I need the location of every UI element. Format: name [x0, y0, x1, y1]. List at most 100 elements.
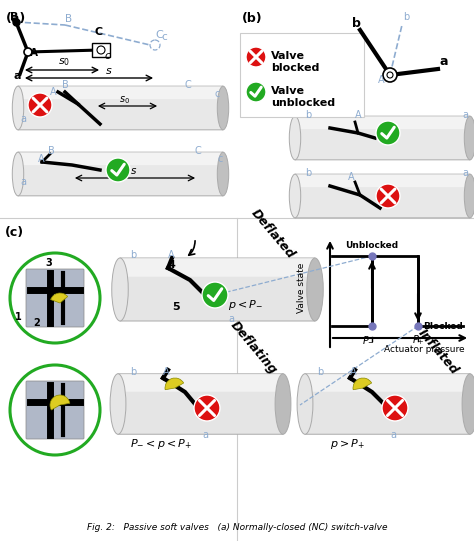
- FancyBboxPatch shape: [18, 86, 223, 130]
- Text: B: B: [48, 146, 55, 156]
- Ellipse shape: [289, 116, 301, 160]
- Text: A: A: [350, 367, 356, 377]
- Wedge shape: [353, 378, 372, 390]
- Text: A: A: [30, 48, 38, 58]
- Text: A: A: [168, 250, 174, 260]
- Text: C: C: [155, 30, 163, 40]
- Text: $p > P_{+}$: $p > P_{+}$: [330, 437, 365, 451]
- Circle shape: [376, 121, 400, 145]
- Text: B: B: [10, 12, 18, 22]
- FancyBboxPatch shape: [118, 374, 283, 392]
- Text: Valve
blocked: Valve blocked: [271, 51, 319, 72]
- Ellipse shape: [307, 258, 323, 321]
- Circle shape: [382, 395, 408, 421]
- Text: Deflated: Deflated: [248, 206, 297, 261]
- Circle shape: [10, 253, 100, 343]
- Text: $p < P_{-}$: $p < P_{-}$: [228, 298, 263, 312]
- Text: a: a: [14, 71, 21, 81]
- Text: Unblocked: Unblocked: [345, 241, 398, 250]
- FancyBboxPatch shape: [295, 174, 470, 218]
- Text: a: a: [390, 430, 396, 440]
- Text: Blocked: Blocked: [423, 322, 463, 331]
- Wedge shape: [50, 395, 70, 410]
- Circle shape: [106, 158, 130, 182]
- Circle shape: [202, 282, 228, 308]
- Wedge shape: [165, 378, 183, 390]
- Text: a: a: [440, 55, 448, 68]
- Ellipse shape: [112, 258, 128, 321]
- Text: $P_{-}$: $P_{-}$: [362, 335, 374, 345]
- Ellipse shape: [289, 174, 301, 218]
- Text: Fig. 2:   Passive soft valves   (a) Normally-closed (NC) switch-valve: Fig. 2: Passive soft valves (a) Normally…: [87, 523, 387, 532]
- Text: b: b: [317, 367, 323, 377]
- Circle shape: [383, 68, 397, 82]
- Text: c: c: [218, 154, 223, 164]
- Text: A: A: [348, 172, 355, 182]
- Ellipse shape: [217, 152, 229, 196]
- Text: Deflating: Deflating: [228, 319, 280, 377]
- FancyBboxPatch shape: [26, 269, 84, 327]
- Circle shape: [10, 365, 100, 455]
- Text: b: b: [130, 250, 136, 260]
- FancyBboxPatch shape: [18, 152, 223, 196]
- Text: a: a: [202, 430, 208, 440]
- Text: $s$: $s$: [130, 166, 137, 176]
- Circle shape: [376, 184, 400, 208]
- Text: C: C: [195, 146, 202, 156]
- Text: $s_0$: $s_0$: [58, 56, 70, 68]
- Ellipse shape: [462, 374, 474, 434]
- FancyBboxPatch shape: [18, 86, 223, 99]
- Text: Valve state: Valve state: [298, 263, 307, 313]
- Ellipse shape: [297, 374, 313, 434]
- Text: 1: 1: [15, 312, 22, 322]
- Text: B: B: [62, 80, 69, 90]
- Ellipse shape: [110, 374, 126, 434]
- Circle shape: [246, 47, 266, 67]
- Circle shape: [24, 48, 32, 56]
- Text: A: A: [378, 75, 384, 85]
- FancyBboxPatch shape: [118, 374, 283, 434]
- Text: c: c: [105, 51, 111, 61]
- Text: a: a: [462, 168, 468, 178]
- Text: 4: 4: [168, 260, 176, 270]
- Text: b: b: [352, 17, 361, 30]
- Text: A: A: [163, 367, 170, 377]
- FancyBboxPatch shape: [120, 258, 315, 277]
- Ellipse shape: [217, 86, 229, 130]
- Text: C: C: [95, 27, 103, 37]
- Wedge shape: [51, 293, 68, 303]
- FancyBboxPatch shape: [240, 33, 364, 117]
- FancyBboxPatch shape: [18, 152, 223, 165]
- Text: A: A: [50, 87, 56, 97]
- Text: C: C: [185, 80, 192, 90]
- FancyBboxPatch shape: [26, 381, 84, 439]
- Text: B: B: [65, 14, 72, 24]
- Circle shape: [28, 93, 52, 117]
- Text: a: a: [20, 114, 26, 124]
- Text: 2: 2: [33, 318, 40, 328]
- Text: $P_{-} < p < P_{+}$: $P_{-} < p < P_{+}$: [130, 437, 192, 451]
- Circle shape: [387, 72, 393, 78]
- FancyBboxPatch shape: [295, 116, 470, 129]
- FancyBboxPatch shape: [305, 374, 470, 392]
- Text: c: c: [215, 89, 220, 99]
- Text: Inflated: Inflated: [415, 326, 460, 377]
- Text: A: A: [355, 110, 362, 120]
- Text: $P_{+}$: $P_{+}$: [411, 333, 424, 347]
- Text: c: c: [161, 32, 167, 42]
- Text: (a): (a): [6, 12, 26, 25]
- Ellipse shape: [464, 174, 474, 218]
- Text: $s_0$: $s_0$: [119, 94, 130, 106]
- Ellipse shape: [12, 86, 24, 130]
- Circle shape: [194, 395, 220, 421]
- Text: b: b: [305, 168, 311, 178]
- FancyBboxPatch shape: [120, 258, 315, 321]
- Text: a: a: [20, 177, 26, 187]
- FancyBboxPatch shape: [295, 116, 470, 160]
- Text: Actuator pressure: Actuator pressure: [384, 345, 465, 354]
- Circle shape: [97, 46, 105, 54]
- Text: 5: 5: [172, 302, 180, 312]
- Text: b: b: [130, 367, 136, 377]
- Text: b: b: [305, 110, 311, 120]
- Text: (c): (c): [5, 226, 24, 239]
